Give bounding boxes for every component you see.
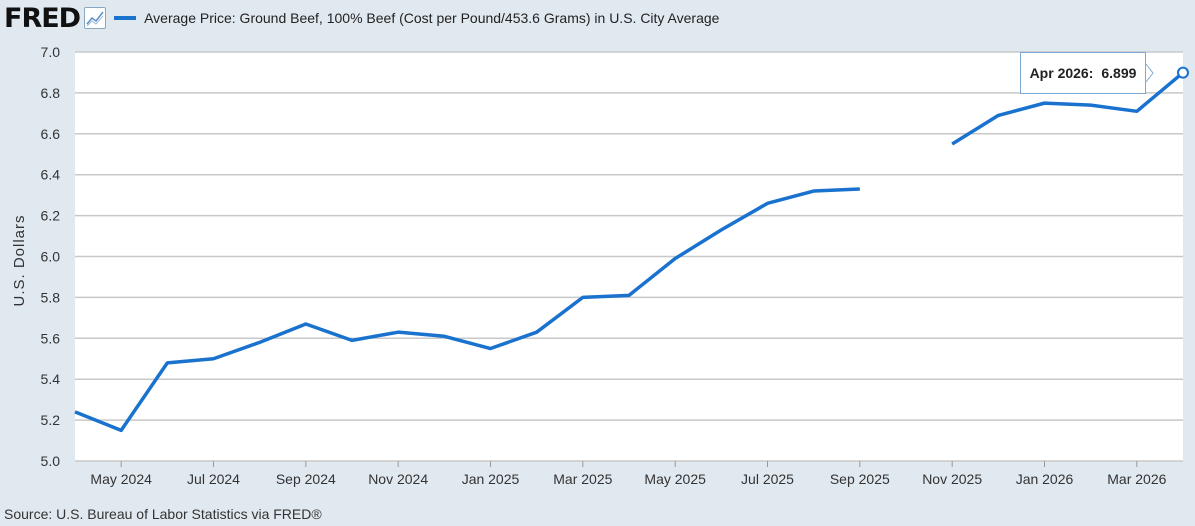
x-tick-label: Nov 2025 — [922, 471, 982, 487]
x-tick-label: May 2024 — [90, 471, 152, 487]
x-tick-label: Jul 2024 — [187, 471, 240, 487]
y-tick-label: 5.8 — [41, 289, 61, 305]
y-tick-label: 6.6 — [41, 126, 61, 142]
chart-header: FRED Average Price: Ground Beef, 100% Be… — [0, 0, 1195, 36]
x-tick-label: Mar 2025 — [553, 471, 612, 487]
y-tick-label: 7.0 — [41, 44, 61, 60]
x-tick-label: Sep 2025 — [830, 471, 890, 487]
data-tooltip: Apr 2026: 6.899 — [1020, 52, 1146, 94]
y-tick-label: 6.4 — [41, 167, 61, 183]
y-axis-label: U.S. Dollars — [11, 214, 28, 306]
legend-label: Average Price: Ground Beef, 100% Beef (C… — [144, 10, 720, 26]
tooltip-value: 6.899 — [1101, 65, 1137, 81]
x-tick-label: Nov 2024 — [368, 471, 428, 487]
y-tick-label: 6.2 — [41, 208, 61, 224]
series-line[interactable] — [951, 71, 1185, 146]
x-tick-label: Sep 2024 — [276, 471, 336, 487]
y-tick-label: 5.6 — [41, 330, 61, 346]
series-line[interactable] — [74, 187, 860, 433]
x-tick-label: Mar 2026 — [1107, 471, 1166, 487]
tooltip-label: Apr 2026: — [1029, 65, 1094, 81]
x-tick-label: Jul 2025 — [741, 471, 794, 487]
fred-logo[interactable]: FRED — [4, 2, 81, 34]
x-tick-label: Jan 2025 — [462, 471, 520, 487]
x-tick-label: May 2025 — [644, 471, 706, 487]
tooltip-pointer — [1145, 63, 1154, 83]
y-tick-label: 6.0 — [41, 249, 61, 265]
y-tick-label: 5.4 — [41, 371, 61, 387]
y-tick-label: 5.0 — [41, 453, 61, 469]
source-note: Source: U.S. Bureau of Labor Statistics … — [4, 506, 322, 522]
x-tick-label: Jan 2026 — [1016, 471, 1074, 487]
legend-swatch — [114, 16, 137, 20]
highlight-point[interactable] — [1177, 66, 1189, 79]
chart-line-icon[interactable] — [84, 7, 107, 29]
y-tick-label: 5.2 — [41, 412, 61, 428]
y-tick-label: 6.8 — [41, 85, 61, 101]
